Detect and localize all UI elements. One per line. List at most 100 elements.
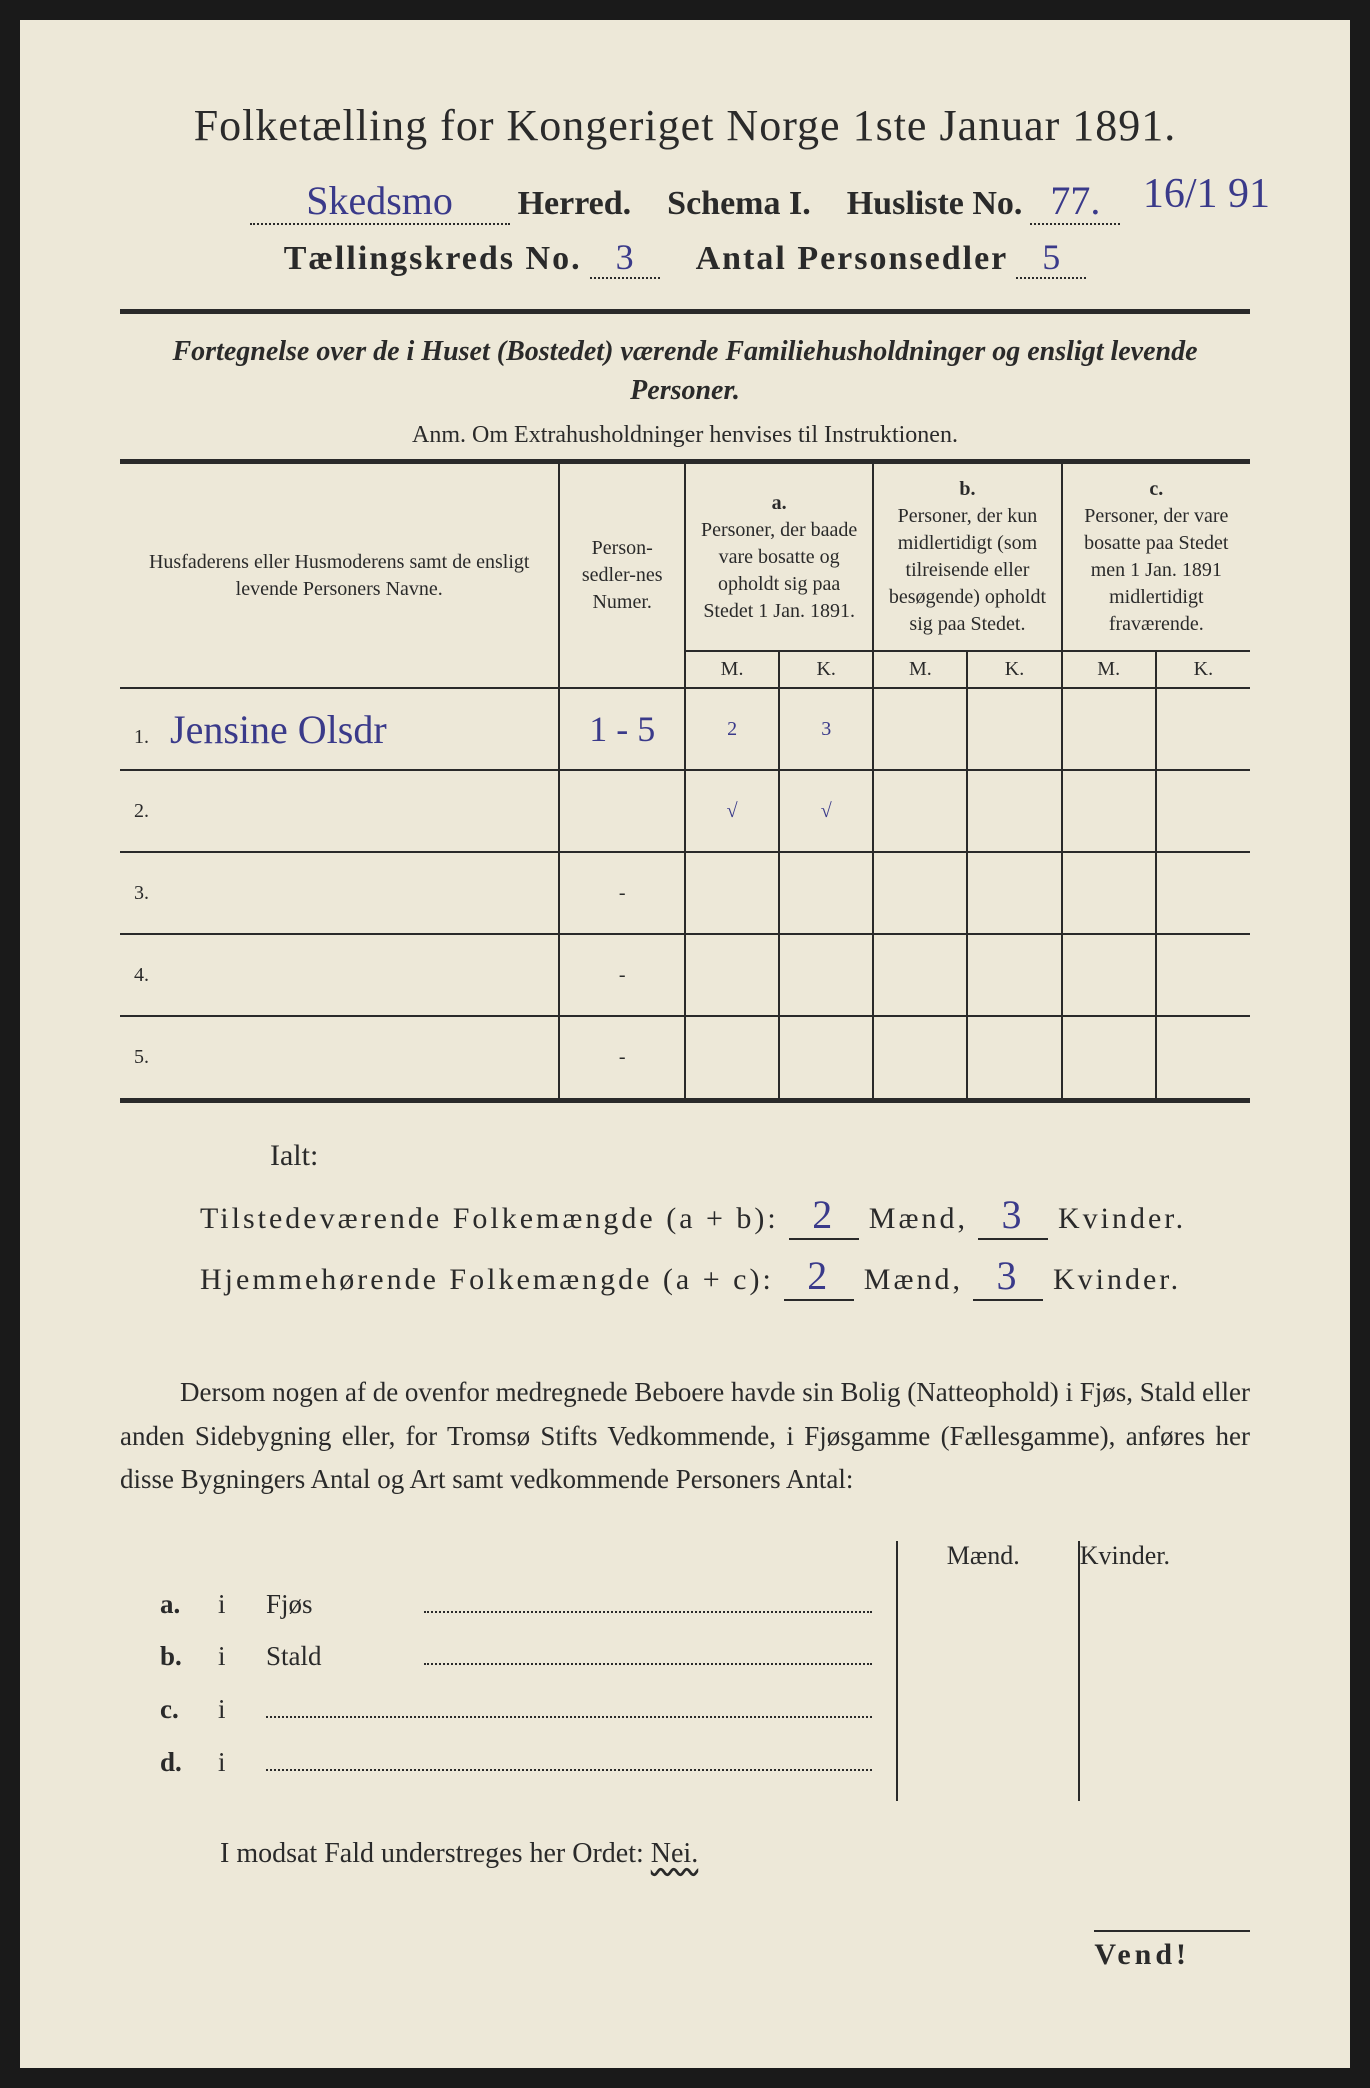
husliste-label: Husliste No. [847,185,1023,223]
row-b-k [967,934,1061,1016]
row-c-k [1156,934,1250,1016]
maend-label: Mænd, [869,1202,968,1236]
table-row: 4. - [120,934,1250,1016]
b-i: i [218,1747,248,1778]
b-type: Stald [266,1641,406,1672]
row-a-k: 3 [779,688,873,770]
page-title: Folketælling for Kongeriget Norge 1ste J… [120,100,1250,151]
row-a-m [685,934,779,1016]
table-row: 5. - [120,1016,1250,1098]
husliste-value: 77. [1030,181,1120,225]
col-header-a: a. Personer, der baade vare bosatte og o… [685,462,873,652]
row-name: Jensine Olsdr [154,707,387,752]
row-b-m [873,1016,967,1098]
b-type: Fjøs [266,1589,406,1620]
household-table: Husfaderens eller Husmoderens samt de en… [120,459,1250,1098]
total-resident: Hjemmehørende Folkemængde (a + c): 2 Mæn… [200,1252,1250,1301]
header-line-1: Skedsmo Herred. Schema I. Husliste No. 7… [120,181,1250,225]
col-header-b: b. Personer, der kun midlertidigt (som t… [873,462,1061,652]
kvinder-label: Kvinder. [1058,1202,1186,1236]
row-name-cell: 4. [120,934,559,1016]
row-a-m: 2 [685,688,779,770]
row-num: 5. [134,1046,149,1068]
row-name-cell: 1. Jensine Olsdr [120,688,559,770]
row-a-m [685,852,779,934]
building-lines: Mænd. Kvinder. a. i Fjøs b. i Stald c. i… [120,1541,1250,1778]
row-b-m [873,934,967,1016]
col-c-k: K. [1156,651,1250,688]
col-b-letter: b. [882,476,1052,503]
col-a-k: K. [779,651,873,688]
row-b-k [967,1016,1061,1098]
nei-prefix: I modsat Fald understreges her Ordet: [220,1838,644,1869]
row-num: 2. [134,800,149,822]
row-name-cell: 2. [120,770,559,852]
b-dots [424,1583,872,1613]
col-header-name: Husfaderens eller Husmoderens samt de en… [120,462,559,689]
table-row: 1. Jensine Olsdr 1 - 5 2 3 [120,688,1250,770]
total-resident-k: 3 [973,1252,1043,1301]
census-form-page: Folketælling for Kongeriget Norge 1ste J… [20,20,1350,2068]
vline-2 [1078,1541,1080,1801]
row-num-cell: - [559,852,685,934]
antal-value: 5 [1016,239,1086,279]
col-b-m: M. [873,651,967,688]
col-b-text: Personer, der kun midlertidigt (som tilr… [882,503,1052,638]
row-a-k [779,1016,873,1098]
antal-label: Antal Personsedler [696,240,1009,278]
row-a-k: √ [779,770,873,852]
total-resident-m: 2 [784,1252,854,1301]
b-dots [266,1741,872,1771]
row-c-k [1156,688,1250,770]
row-num: 4. [134,964,149,986]
row-b-m [873,852,967,934]
maend-label-2: Mænd, [864,1263,963,1297]
row-a-k [779,852,873,934]
schema-label: Schema I. [667,185,811,223]
kvinder-label-2: Kvinder. [1053,1263,1181,1297]
row-a-m: √ [685,770,779,852]
table-row: 3. - [120,852,1250,934]
b-letter: d. [160,1747,200,1778]
vline-1 [896,1541,898,1801]
date-annotation: 16/1 91 [1143,170,1270,218]
b-dots [266,1688,872,1718]
row-num-cell: - [559,1016,685,1098]
row-b-k [967,688,1061,770]
header-line-2: Tællingskreds No. 3 Antal Personsedler 5 [120,239,1250,279]
table-row: 2. √ √ [120,770,1250,852]
row-num: 1. [134,726,149,748]
row-c-k [1156,1016,1250,1098]
row-num-cell [559,770,685,852]
mk-columns [806,1541,1170,1778]
row-name-cell: 3. [120,852,559,934]
col-a-m: M. [685,651,779,688]
row-b-k [967,852,1061,934]
col-a-letter: a. [694,490,864,517]
b-i: i [218,1589,248,1620]
col-c-m: M. [1062,651,1156,688]
b-i: i [218,1694,248,1725]
b-letter: b. [160,1641,200,1672]
row-num-cell: - [559,934,685,1016]
nei-line: I modsat Fald understreges her Ordet: Ne… [120,1838,1250,1870]
row-c-m [1062,934,1156,1016]
ialt-label: Ialt: [270,1139,1250,1173]
row-c-m [1062,1016,1156,1098]
row-num-cell: 1 - 5 [559,688,685,770]
subtitle: Fortegnelse over de i Huset (Bostedet) v… [120,332,1250,410]
totals-block: Ialt: Tilstedeværende Folkemængde (a + b… [120,1139,1250,1301]
nei-word: Nei. [651,1838,698,1869]
col-c-text: Personer, der vare bosatte paa Stedet me… [1071,503,1242,638]
row-a-k [779,934,873,1016]
table-bottom-rule [120,1098,1250,1103]
row-b-m [873,688,967,770]
row-c-m [1062,852,1156,934]
note-anm: Anm. Om Extrahusholdninger henvises til … [120,422,1250,449]
row-c-k [1156,852,1250,934]
total-present: Tilstedeværende Folkemængde (a + b): 2 M… [200,1191,1250,1240]
b-i: i [218,1641,248,1672]
total-present-m: 2 [789,1191,859,1240]
kreds-value: 3 [590,239,660,279]
divider-rule [120,309,1250,314]
